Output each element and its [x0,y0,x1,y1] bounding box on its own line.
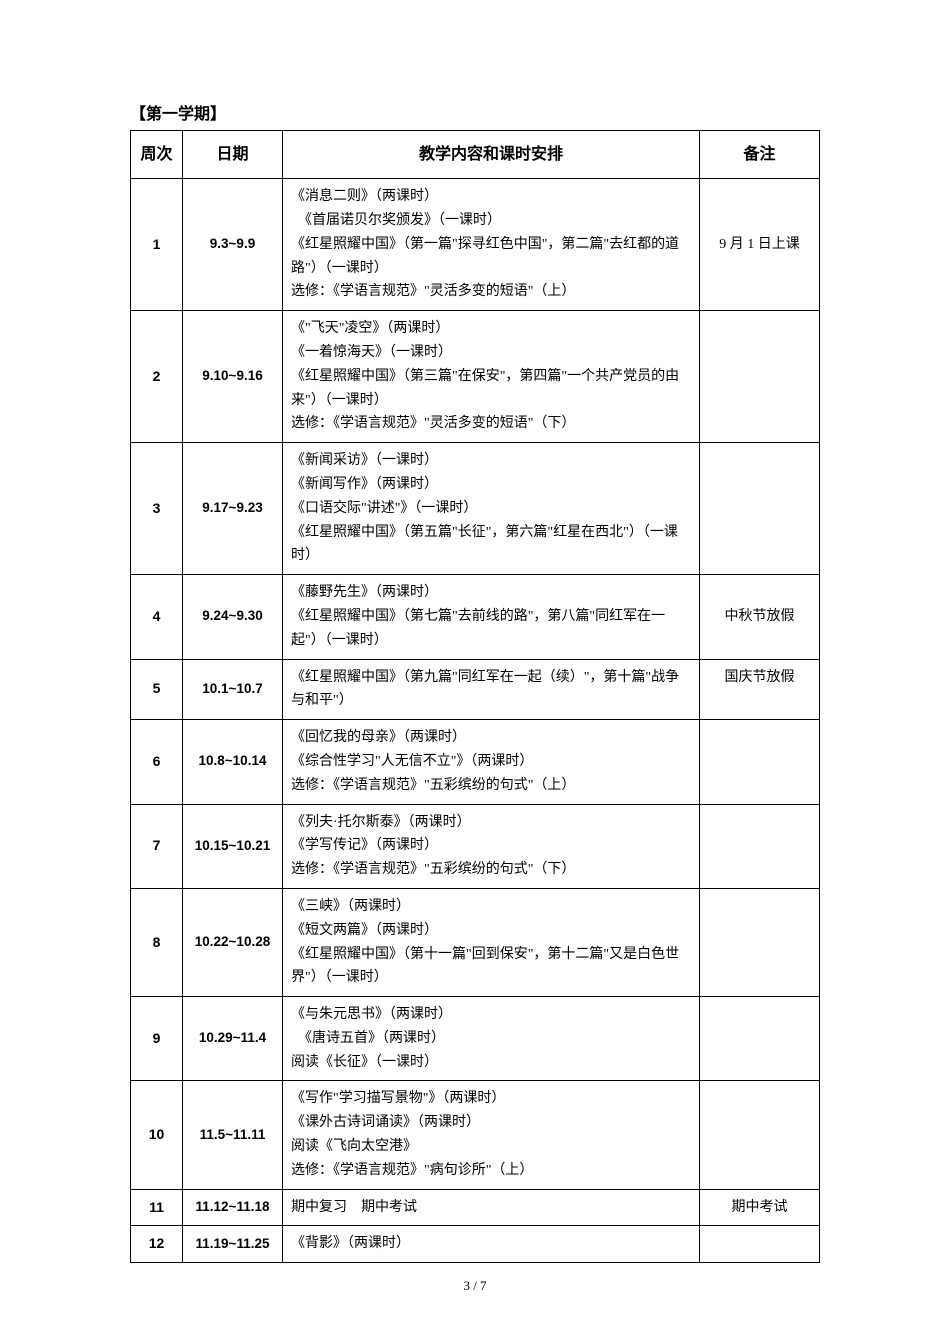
cell-date: 11.5~11.11 [183,1081,283,1189]
cell-week: 10 [131,1081,183,1189]
table-row: 1211.19~11.25《背影》（两课时） [131,1226,820,1263]
table-row: 1011.5~11.11《写作"学习描写景物"》（两课时）《课外古诗词诵读》（两… [131,1081,820,1189]
header-date: 日期 [183,131,283,179]
cell-note [700,997,820,1081]
table-row: 29.10~9.16《"飞天"凌空》（两课时）《一着惊海天》（一课时）《红星照耀… [131,311,820,443]
cell-week: 5 [131,659,183,720]
cell-week: 9 [131,997,183,1081]
cell-note: 国庆节放假 [700,659,820,720]
cell-week: 11 [131,1189,183,1226]
cell-content: 《"飞天"凌空》（两课时）《一着惊海天》（一课时）《红星照耀中国》（第三篇"在保… [283,311,700,443]
cell-content: 《列夫·托尔斯泰》（两课时）《学写传记》（两课时）选修：《学语言规范》"五彩缤纷… [283,804,700,888]
table-row: 510.1~10.7《红星照耀中国》（第九篇"同红军在一起（续）"，第十篇"战争… [131,659,820,720]
header-note: 备注 [700,131,820,179]
cell-content: 期中复习 期中考试 [283,1189,700,1226]
page-number: 3 / 7 [0,1278,950,1294]
cell-date: 10.15~10.21 [183,804,283,888]
cell-date: 10.8~10.14 [183,720,283,804]
cell-note [700,311,820,443]
cell-week: 12 [131,1226,183,1263]
cell-date: 9.10~9.16 [183,311,283,443]
cell-week: 3 [131,443,183,575]
cell-date: 9.17~9.23 [183,443,283,575]
cell-content: 《三峡》（两课时）《短文两篇》（两课时）《红星照耀中国》（第十一篇"回到保安"，… [283,888,700,996]
cell-note [700,1226,820,1263]
cell-content: 《写作"学习描写景物"》（两课时）《课外古诗词诵读》（两课时）阅读《飞向太空港》… [283,1081,700,1189]
cell-date: 10.1~10.7 [183,659,283,720]
cell-date: 9.3~9.9 [183,179,283,311]
table-row: 910.29~11.4《与朱元思书》（两课时） 《唐诗五首》（两课时）阅读《长征… [131,997,820,1081]
cell-note [700,1081,820,1189]
header-week: 周次 [131,131,183,179]
table-row: 39.17~9.23《新闻采访》（一课时）《新闻写作》（两课时）《口语交际"讲述… [131,443,820,575]
cell-note: 中秋节放假 [700,575,820,659]
cell-date: 10.22~10.28 [183,888,283,996]
table-header-row: 周次 日期 教学内容和课时安排 备注 [131,131,820,179]
cell-note [700,804,820,888]
cell-content: 《红星照耀中国》（第九篇"同红军在一起（续）"，第十篇"战争与和平"） [283,659,700,720]
schedule-table: 周次 日期 教学内容和课时安排 备注 19.3~9.9《消息二则》（两课时） 《… [130,130,820,1263]
cell-week: 7 [131,804,183,888]
table-row: 1111.12~11.18期中复习 期中考试期中考试 [131,1189,820,1226]
cell-date: 11.19~11.25 [183,1226,283,1263]
section-title: 【第一学期】 [130,100,820,124]
cell-date: 11.12~11.18 [183,1189,283,1226]
table-row: 49.24~9.30《藤野先生》（两课时）《红星照耀中国》（第七篇"去前线的路"… [131,575,820,659]
cell-date: 9.24~9.30 [183,575,283,659]
cell-note [700,443,820,575]
cell-content: 《与朱元思书》（两课时） 《唐诗五首》（两课时）阅读《长征》（一课时） [283,997,700,1081]
cell-note: 9 月 1 日上课 [700,179,820,311]
cell-week: 6 [131,720,183,804]
table-row: 19.3~9.9《消息二则》（两课时） 《首届诺贝尔奖颁发》（一课时）《红星照耀… [131,179,820,311]
cell-content: 《回忆我的母亲》（两课时）《综合性学习"人无信不立"》（两课时）选修：《学语言规… [283,720,700,804]
cell-week: 4 [131,575,183,659]
cell-date: 10.29~11.4 [183,997,283,1081]
cell-week: 1 [131,179,183,311]
cell-week: 8 [131,888,183,996]
cell-content: 《消息二则》（两课时） 《首届诺贝尔奖颁发》（一课时）《红星照耀中国》（第一篇"… [283,179,700,311]
table-row: 710.15~10.21《列夫·托尔斯泰》（两课时）《学写传记》（两课时）选修：… [131,804,820,888]
cell-week: 2 [131,311,183,443]
table-row: 810.22~10.28《三峡》（两课时）《短文两篇》（两课时）《红星照耀中国》… [131,888,820,996]
cell-content: 《新闻采访》（一课时）《新闻写作》（两课时）《口语交际"讲述"》（一课时）《红星… [283,443,700,575]
cell-content: 《藤野先生》（两课时）《红星照耀中国》（第七篇"去前线的路"，第八篇"同红军在一… [283,575,700,659]
table-row: 610.8~10.14《回忆我的母亲》（两课时）《综合性学习"人无信不立"》（两… [131,720,820,804]
cell-note: 期中考试 [700,1189,820,1226]
cell-note [700,720,820,804]
header-content: 教学内容和课时安排 [283,131,700,179]
cell-note [700,888,820,996]
cell-content: 《背影》（两课时） [283,1226,700,1263]
